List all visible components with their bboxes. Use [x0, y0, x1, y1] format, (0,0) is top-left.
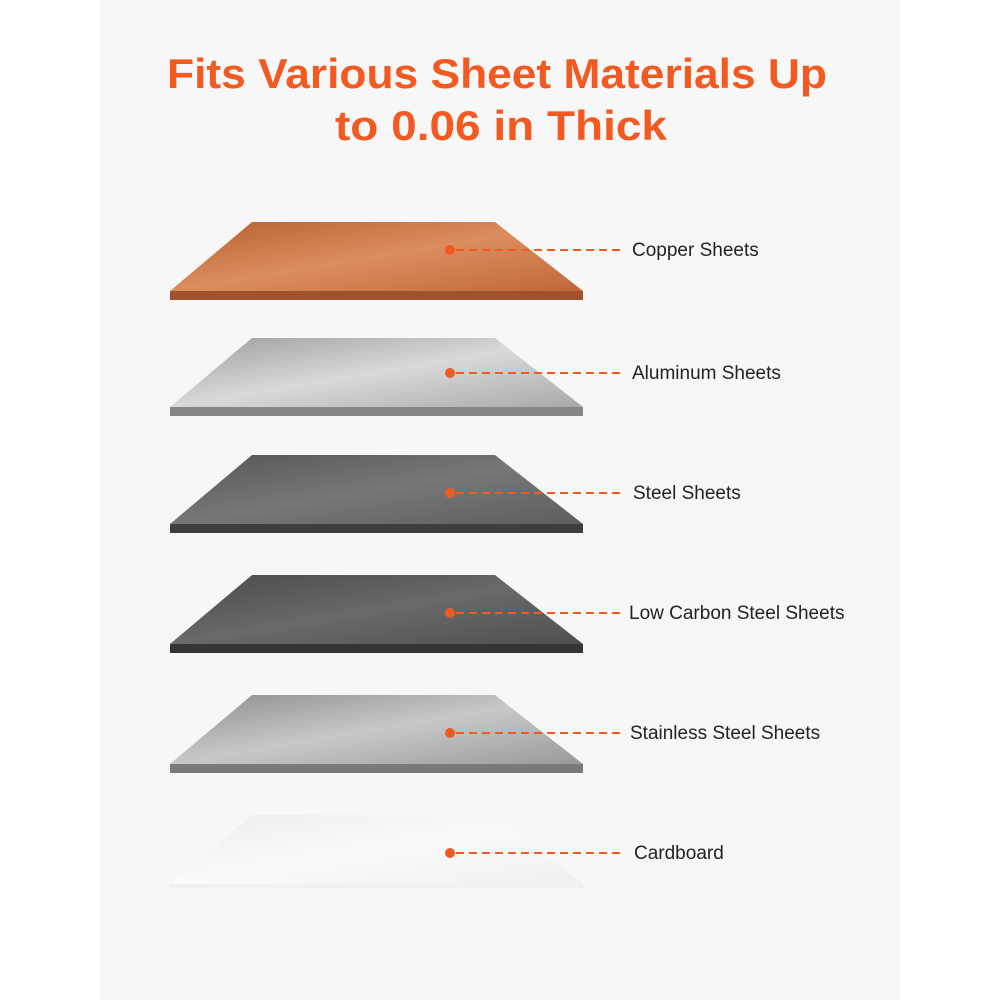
sheet — [170, 815, 583, 888]
sheet-edge — [170, 764, 583, 773]
leader-dot — [445, 848, 455, 858]
callouts: Copper Sheets Aluminum Sheets Steel Sheets… — [445, 240, 844, 864]
leader-dot — [445, 245, 455, 255]
material-label: Copper Sheets — [632, 240, 759, 261]
sheet-edge — [170, 884, 583, 888]
leader-dot — [445, 368, 455, 378]
sheet-top — [170, 575, 583, 644]
material-label: Steel Sheets — [633, 483, 741, 504]
sheet — [170, 695, 583, 773]
sheet-top — [170, 222, 583, 291]
material-label: Aluminum Sheets — [632, 363, 781, 384]
sheet-top — [170, 695, 583, 764]
sheet-edge — [170, 644, 583, 653]
sheet-top — [170, 338, 583, 407]
title-line: Fits Various Sheet Materials Up — [167, 50, 827, 97]
sheet-top — [170, 455, 583, 524]
leader-dot — [445, 608, 455, 618]
sheet-edge — [170, 407, 583, 416]
sheet — [170, 222, 583, 300]
sheet-edge — [170, 524, 583, 533]
sheet — [170, 338, 583, 416]
sheet-top — [170, 815, 583, 884]
sheet — [170, 455, 583, 533]
leader-dot — [445, 728, 455, 738]
material-label: Cardboard — [634, 843, 724, 864]
sheet-edge — [170, 291, 583, 300]
sheet — [170, 575, 583, 653]
material-label: Low Carbon Steel Sheets — [629, 603, 844, 624]
title-line: to 0.06 in Thick — [335, 102, 668, 149]
material-label: Stainless Steel Sheets — [630, 723, 820, 744]
leader-dot — [445, 488, 455, 498]
